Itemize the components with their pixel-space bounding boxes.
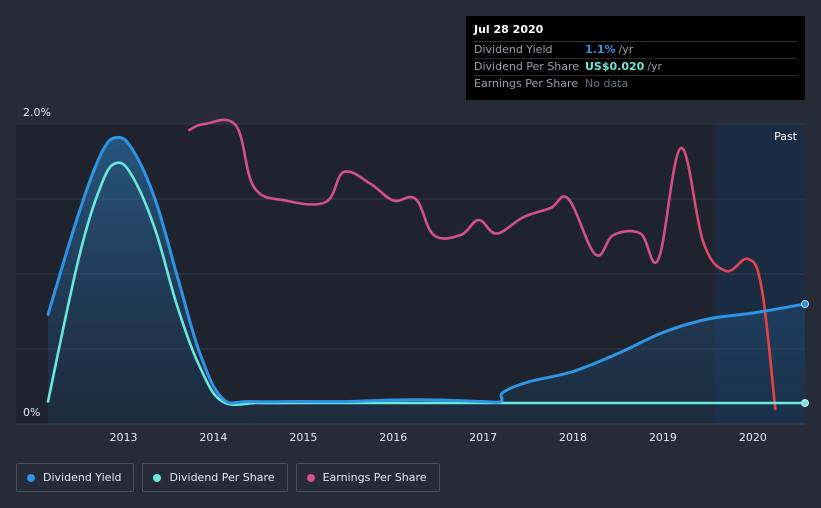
tooltip-value: 1.1%: [585, 43, 616, 56]
endpoint-markers: [801, 300, 809, 407]
dividend-per-share-dot-icon: [153, 473, 162, 482]
x-tick-label: 2019: [649, 431, 677, 444]
legend-label: Dividend Per Share: [169, 471, 275, 484]
x-tick-label: 2020: [739, 431, 767, 444]
line-layer: [46, 118, 807, 411]
x-tick-label: 2017: [469, 431, 497, 444]
tooltip-label: Dividend Per Share: [474, 60, 580, 73]
x-axis-ticks: 2013 2014 2015 2016 2017 2018 2019 2020: [110, 431, 767, 444]
y-tick-label-top: 2.0%: [23, 106, 51, 119]
past-label: Past: [774, 130, 798, 143]
legend: Dividend Yield Dividend Per Share Earnin…: [16, 463, 440, 492]
tooltip-row-earnings-per-share: Earnings Per Share No data: [474, 76, 797, 92]
tooltip-value: No data: [585, 77, 629, 90]
earnings-per-share-line: [187, 118, 777, 411]
x-tick-label: 2016: [379, 431, 407, 444]
dividend-yield-endpoint: [801, 300, 809, 308]
legend-item-dividend-per-share[interactable]: Dividend Per Share: [142, 463, 288, 492]
legend-label: Dividend Yield: [43, 471, 122, 484]
tooltip: Jul 28 2020 Dividend Yield 1.1% /yr Divi…: [466, 16, 805, 100]
x-tick-label: 2015: [289, 431, 317, 444]
tooltip-unit: /yr: [647, 60, 663, 73]
tooltip-row-dividend-yield: Dividend Yield 1.1% /yr: [474, 42, 797, 59]
x-tick-label: 2018: [559, 431, 587, 444]
y-tick-label-bottom: 0%: [23, 406, 40, 419]
legend-item-dividend-yield[interactable]: Dividend Yield: [16, 463, 135, 492]
x-tick-label: 2014: [199, 431, 227, 444]
dividend-yield-line: [46, 135, 807, 405]
dividend-per-share-line: [46, 161, 807, 407]
tooltip-unit: /yr: [618, 43, 634, 56]
tooltip-label: Earnings Per Share: [474, 77, 579, 90]
tooltip-value: US$0.020: [585, 60, 645, 73]
legend-item-earnings-per-share[interactable]: Earnings Per Share: [295, 463, 440, 492]
x-tick-label: 2013: [110, 431, 138, 444]
legend-label: Earnings Per Share: [322, 471, 427, 484]
earnings-per-share-dot-icon: [306, 473, 315, 482]
tooltip-row-dividend-per-share: Dividend Per Share US$0.020 /yr: [474, 59, 797, 76]
dividend-per-share-endpoint: [801, 399, 809, 407]
dividend-yield-dot-icon: [27, 473, 35, 482]
tooltip-label: Dividend Yield: [474, 43, 553, 56]
tooltip-date: Jul 28 2020: [474, 23, 797, 42]
